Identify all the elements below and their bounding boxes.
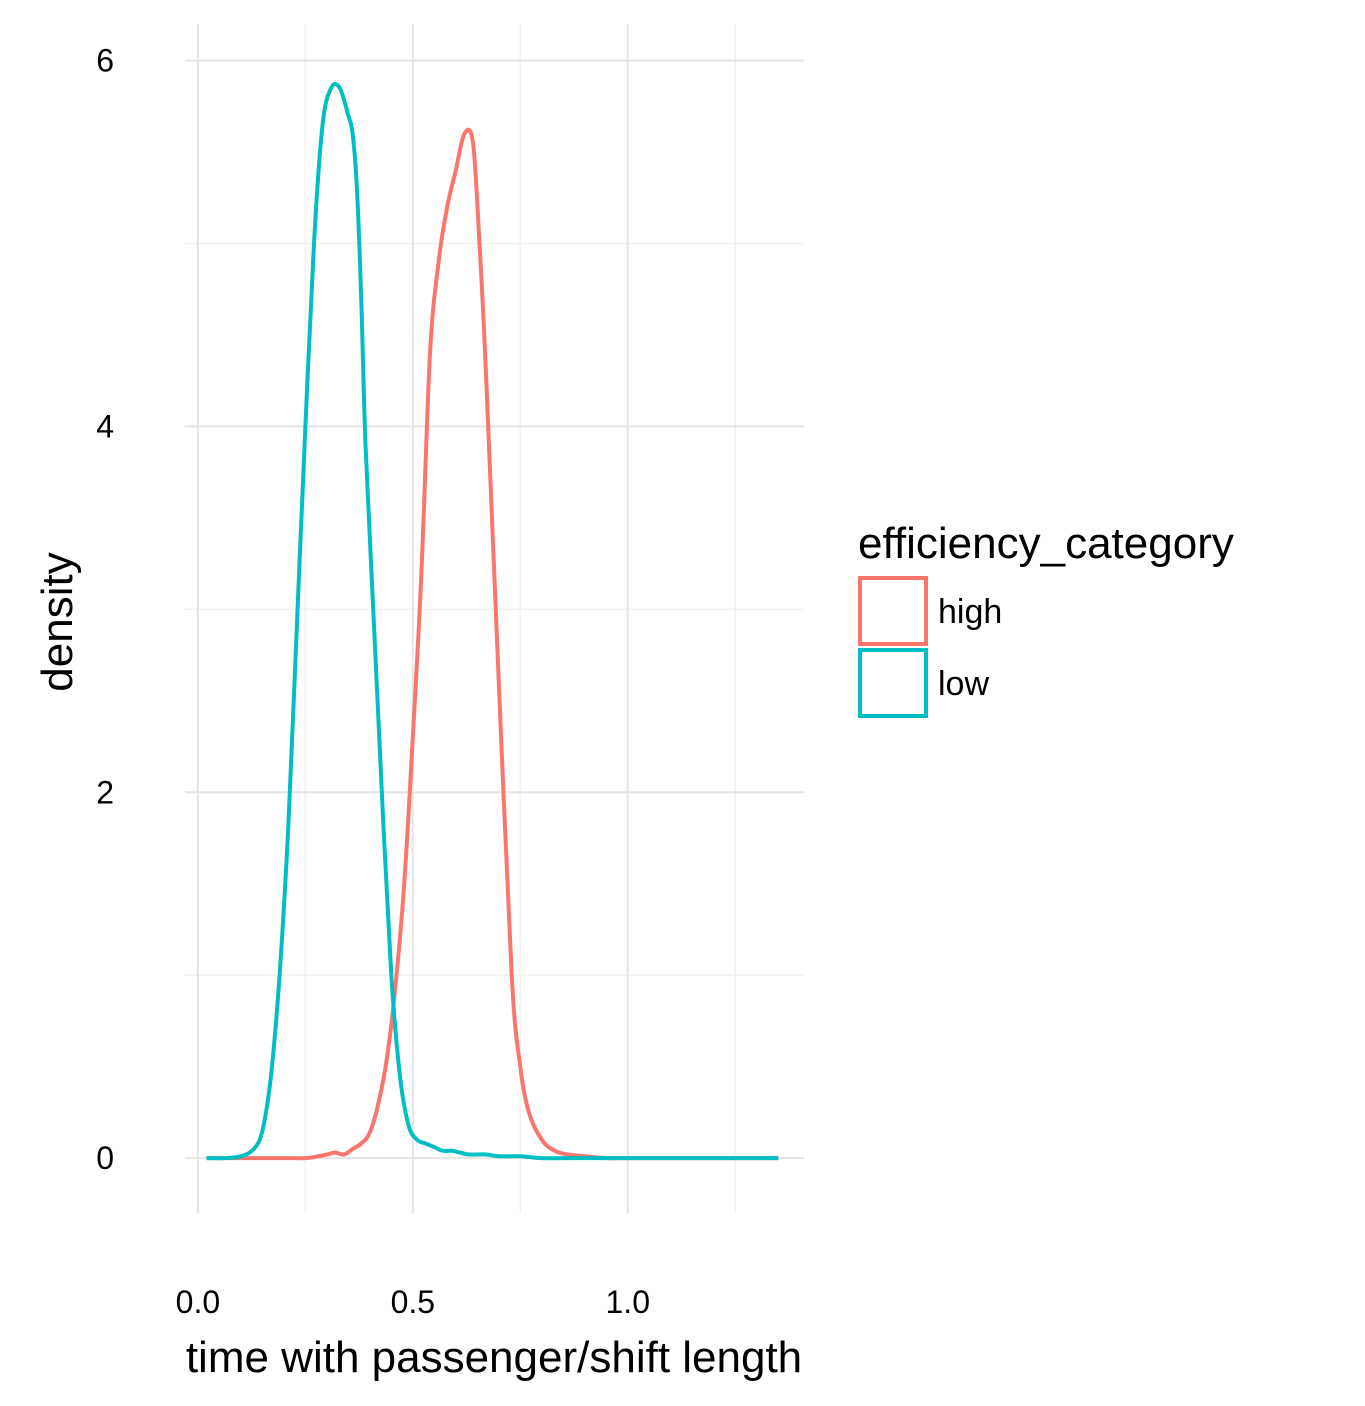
- y-tick-label: 4: [96, 408, 114, 444]
- legend: efficiency_category high low: [858, 519, 1234, 718]
- legend-label-low: low: [938, 665, 989, 703]
- legend-key-low: [858, 648, 928, 718]
- density-line-high: [206, 127, 779, 1161]
- legend-title: efficiency_category: [858, 519, 1234, 568]
- x-tick-label: 0.5: [391, 1284, 435, 1320]
- density-line-low: [206, 82, 779, 1161]
- axis-ticks: 0.0 0.5 1.0 0 2 4 6: [96, 43, 650, 1320]
- grid: [185, 24, 804, 1213]
- y-tick-label: 2: [96, 774, 114, 810]
- y-tick-label: 6: [96, 43, 114, 79]
- series-layer: [206, 82, 779, 1161]
- legend-key-high: [858, 576, 928, 646]
- x-tick-label: 1.0: [606, 1284, 650, 1320]
- x-tick-label: 0.0: [176, 1284, 220, 1320]
- x-axis-title: time with passenger/shift length: [186, 1333, 802, 1382]
- y-tick-label: 0: [96, 1140, 114, 1176]
- legend-label-high: high: [938, 593, 1002, 631]
- y-axis-title: density: [33, 552, 82, 691]
- legend-items: high low: [858, 576, 1002, 718]
